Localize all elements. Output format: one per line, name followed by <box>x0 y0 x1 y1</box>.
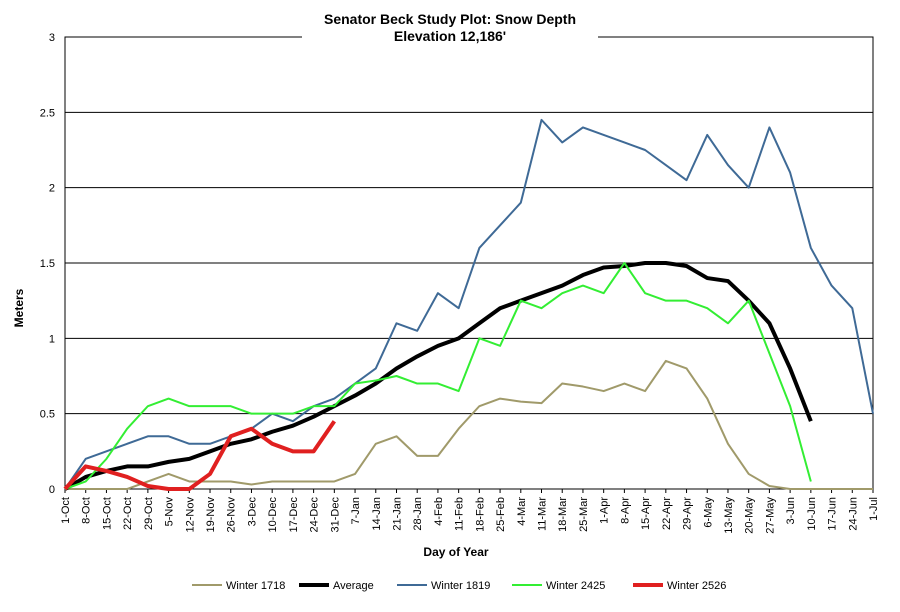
y-tick-label: 0 <box>49 484 55 496</box>
x-tick-label: 15-Oct <box>101 497 113 530</box>
x-tick-label: 8-Oct <box>81 497 93 524</box>
x-tick-label: 22-Oct <box>122 497 134 530</box>
y-axis-title: Meters <box>12 288 26 327</box>
series-line <box>64 262 812 490</box>
x-tick-label: 29-Oct <box>143 497 155 530</box>
x-tick-label: 22-Apr <box>661 497 673 530</box>
x-tick-label: 1-Apr <box>599 497 611 524</box>
x-tick-label: 28-Jan <box>412 497 424 531</box>
legend-label: Winter 2526 <box>667 580 726 592</box>
legend-label: Average <box>333 580 374 592</box>
series-line <box>63 420 336 491</box>
x-tick-label: 4-Mar <box>516 497 528 526</box>
y-tick-label: 3 <box>49 32 55 44</box>
legend-label: Winter 1819 <box>431 580 490 592</box>
x-tick-label: 29-Apr <box>682 497 694 530</box>
legend-label: Winter 2425 <box>546 580 605 592</box>
x-tick-label: 25-Feb <box>495 497 507 532</box>
x-tick-label: 3-Dec <box>246 497 258 527</box>
legend-label: Winter 1718 <box>226 580 285 592</box>
x-tick-label: 7-Jan <box>350 497 362 525</box>
x-tick-label: 25-Mar <box>578 497 590 532</box>
x-tick-label: 1-Oct <box>60 497 72 524</box>
x-tick-label: 24-Jun <box>847 497 859 531</box>
x-tick-label: 13-May <box>723 497 735 534</box>
x-tick-label: 6-May <box>702 497 714 528</box>
chart-subtitle: Elevation 12,186' <box>394 28 506 44</box>
x-tick-label: 11-Mar <box>537 497 549 531</box>
x-tick-label: 17-Jun <box>827 497 839 531</box>
x-tick-label: 4-Feb <box>433 497 445 526</box>
series-line <box>63 261 813 491</box>
y-tick-label: 2.5 <box>40 107 55 119</box>
y-tick-label: 0.5 <box>40 409 55 421</box>
y-tick-label: 2 <box>49 183 55 195</box>
x-tick-label: 18-Feb <box>474 497 486 532</box>
series-line <box>64 118 874 490</box>
x-tick-label: 12-Nov <box>184 497 196 533</box>
x-tick-label: 15-Apr <box>640 497 652 530</box>
x-tick-label: 20-May <box>744 497 756 534</box>
x-tick-label: 18-Mar <box>557 497 569 532</box>
x-tick-label: 5-Nov <box>164 497 176 527</box>
x-tick-label: 3-Jun <box>785 497 797 525</box>
x-tick-label: 31-Dec <box>329 497 341 533</box>
x-tick-label: 10-Jun <box>806 497 818 531</box>
x-tick-label: 11-Feb <box>454 497 466 531</box>
x-tick-label: 1-Jul <box>868 497 880 521</box>
y-tick-label: 1 <box>49 333 55 345</box>
chart-title: Senator Beck Study Plot: Snow Depth <box>324 11 576 27</box>
x-tick-label: 27-May <box>764 497 776 534</box>
x-tick-label: 19-Nov <box>205 497 217 533</box>
x-tick-label: 21-Jan <box>391 497 403 531</box>
x-tick-label: 10-Dec <box>267 497 279 533</box>
x-axis-title: Day of Year <box>423 545 488 559</box>
x-tick-label: 14-Jan <box>371 497 383 531</box>
x-tick-label: 8-Apr <box>619 497 631 524</box>
title-background <box>302 8 598 46</box>
x-tick-label: 26-Nov <box>226 497 238 533</box>
x-tick-label: 24-Dec <box>309 497 321 533</box>
y-tick-label: 1.5 <box>40 258 55 270</box>
x-tick-label: 17-Dec <box>288 497 300 533</box>
